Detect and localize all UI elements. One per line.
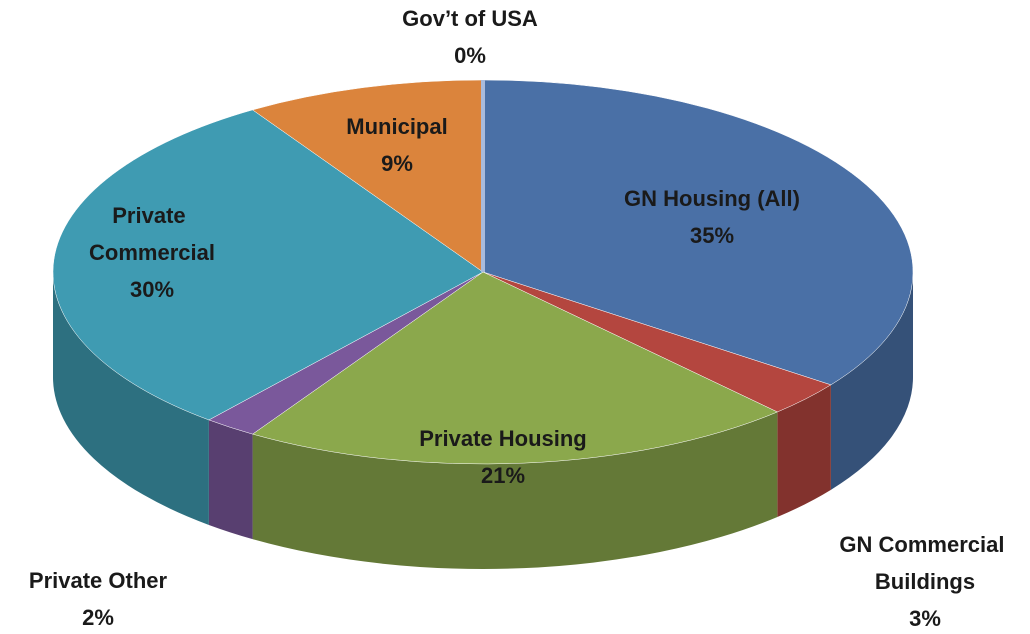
pie-side: [252, 411, 778, 569]
pie-side: [830, 272, 913, 490]
value-label: 30%: [130, 277, 174, 302]
value-label: 35%: [690, 223, 734, 248]
value-label: 3%: [909, 606, 941, 631]
pie-slice: [482, 79, 914, 386]
pie-side: [777, 384, 831, 517]
slice-label: GN Commercial Buildings: [839, 532, 1010, 594]
slice-label: Gov’t of USA: [402, 6, 538, 31]
slice-label: Municipal: [346, 114, 447, 139]
slice-label: Private Housing: [419, 426, 586, 451]
slice-label-line: GN Commercial: [839, 532, 1010, 557]
slice-label-line: Private: [112, 203, 192, 228]
slice-label-line: Gov’t of USA: [402, 6, 538, 31]
pie-slice: [252, 271, 778, 465]
slice-label-line: GN Housing (All): [624, 186, 800, 211]
pie-side: [53, 272, 209, 525]
pie-side: [208, 419, 253, 540]
slice-label-line: Municipal: [346, 114, 447, 139]
value-label: 21%: [481, 463, 525, 488]
pie-slice: [252, 79, 484, 273]
slice-label-line: Commercial: [89, 240, 215, 265]
slice-label: GN Housing (All): [624, 186, 800, 211]
value-label: 0%: [454, 43, 486, 68]
value-label: 2%: [82, 605, 114, 630]
pie-slice: [52, 109, 484, 421]
slice-label-line: Private Other: [29, 568, 168, 593]
slice-label-line: Private Housing: [419, 426, 586, 451]
value-label: 9%: [381, 151, 413, 176]
slice-label-line: Buildings: [875, 569, 975, 594]
slice-label: Private Commercial: [89, 203, 215, 265]
slice-label: Private Other: [29, 568, 168, 593]
